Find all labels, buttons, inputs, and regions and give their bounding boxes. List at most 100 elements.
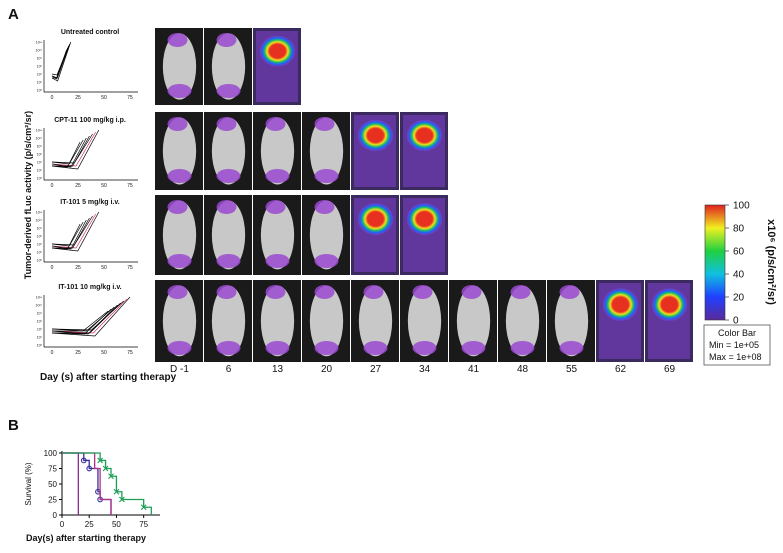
mouse-body (162, 117, 197, 185)
colorbar-box-title: Color Bar (718, 328, 756, 338)
signal-blob (216, 341, 241, 355)
signal-blob (559, 285, 580, 299)
signal-hotspot (406, 203, 443, 235)
colorbar-tick-label: 0 (733, 316, 739, 327)
mini-y-tick-label: 10¹¹ (36, 296, 43, 300)
x-tick-label: 75 (139, 520, 148, 529)
signal-blob (461, 285, 482, 299)
mini-y-tick-label: 10⁷ (37, 161, 43, 165)
colorbar-box (703, 324, 771, 366)
x-tick-label: 50 (112, 520, 121, 529)
signal-hotspot (602, 288, 639, 321)
marker (86, 465, 93, 472)
panel-label: A (8, 6, 19, 23)
growth-curve-sketch (51, 306, 115, 332)
mini-y-tick-label: 10⁸ (37, 235, 43, 239)
signal-blob (167, 341, 192, 355)
signal-blob (265, 254, 290, 268)
x-axis-label: Day (s) after starting therapy (40, 372, 177, 383)
marker (140, 504, 147, 511)
signal-hotspot (259, 35, 296, 67)
signal-blob (216, 200, 237, 214)
growth-curve-sketch (51, 129, 100, 170)
mouse-body (211, 117, 246, 185)
mouse-body (162, 200, 197, 270)
mini-y-tick-label: 10⁸ (37, 320, 43, 324)
mini-y-tick-label: 10⁷ (37, 243, 43, 247)
mini-x-tick-label: 75 (127, 183, 133, 189)
growth-curve-sketch (51, 298, 128, 334)
y-tick-label: 50 (48, 480, 57, 489)
signal-blob (167, 285, 188, 299)
mini-x-tick-label: 25 (75, 350, 81, 356)
mini-y-tick-label: 10¹¹ (36, 211, 43, 215)
growth-curve-sketch (52, 135, 90, 167)
mouse-body (211, 200, 246, 270)
y-tick-label: 75 (48, 465, 57, 474)
colorbar-min: Min = 1e+05 (709, 340, 759, 350)
signal-hotspot (357, 203, 394, 235)
mini-y-tick-label: 10⁶ (37, 81, 43, 85)
colorbar-max: Max = 1e+08 (709, 352, 762, 362)
mouse-body (211, 285, 246, 357)
colorbar-label: x10⁶ (p/s/cm²/sr) (765, 219, 777, 305)
mini-y-tick-label: 10⁷ (37, 328, 43, 332)
mouse-body (260, 117, 295, 185)
signal-blob (265, 117, 286, 131)
signal-blob (265, 200, 286, 214)
mini-y-tick-label: 10¹¹ (36, 129, 43, 133)
signal-hotspot (357, 119, 394, 151)
mini-y-tick-label: 10⁸ (37, 153, 43, 157)
y-tick-label: 0 (53, 511, 58, 520)
signal-blob (265, 169, 290, 183)
signal-blob (216, 285, 237, 299)
mouse-body (162, 33, 197, 100)
mini-y-tick-label: 10⁵ (37, 177, 43, 181)
signal-blob (314, 169, 339, 183)
colorbar (704, 204, 726, 321)
mini-x-tick-label: 25 (75, 183, 81, 189)
mini-y-tick-label: 10⁶ (37, 251, 43, 255)
colorbar-tick-label: 60 (733, 247, 745, 258)
mini-y-tick-label: 10⁹ (37, 57, 43, 61)
marker (97, 457, 103, 464)
mouse-body (309, 117, 344, 185)
day-label: 27 (370, 364, 382, 375)
y-axis-label: Tumor-derived fLuc activity (p/s/cm²/sr) (23, 111, 33, 279)
signal-blob (559, 341, 584, 355)
marker (108, 473, 114, 480)
panel-label: B (8, 417, 19, 434)
mini-y-tick-label: 10⁸ (37, 65, 43, 69)
mini-x-tick-label: 0 (51, 350, 54, 356)
mouse-body (358, 285, 393, 357)
mini-y-tick-label: 10⁹ (37, 145, 43, 149)
mini-y-tick-label: 10¹⁰ (36, 137, 43, 141)
survival-curve (62, 452, 79, 515)
growth-curve-sketch (51, 131, 96, 167)
signal-blob (167, 169, 192, 183)
growth-curve-sketch (51, 141, 81, 168)
colorbar-tick-label: 20 (733, 293, 745, 304)
mouse-body (407, 285, 442, 357)
day-label: 41 (468, 364, 480, 375)
mouse-body (162, 285, 197, 357)
growth-curve-sketch (51, 308, 112, 335)
marker (80, 457, 87, 464)
day-label: 13 (272, 364, 284, 375)
signal-blob (167, 33, 188, 47)
signal-blob (167, 254, 192, 268)
mini-x-tick-label: 50 (101, 183, 107, 189)
mouse-body (554, 285, 589, 357)
mini-y-tick-label: 10¹⁰ (36, 304, 43, 308)
growth-curve-sketch (51, 213, 96, 249)
mini-x-tick-label: 0 (51, 95, 54, 101)
mini-x-tick-label: 50 (101, 265, 107, 271)
growth-curve-sketch (52, 310, 109, 332)
day-label: 62 (615, 364, 627, 375)
mini-y-tick-label: 10⁵ (37, 259, 43, 263)
mini-y-tick-label: 10¹⁰ (36, 49, 43, 53)
colorbar-tick-label: 40 (733, 270, 745, 281)
mouse-body (309, 285, 344, 357)
signal-blob (167, 200, 188, 214)
